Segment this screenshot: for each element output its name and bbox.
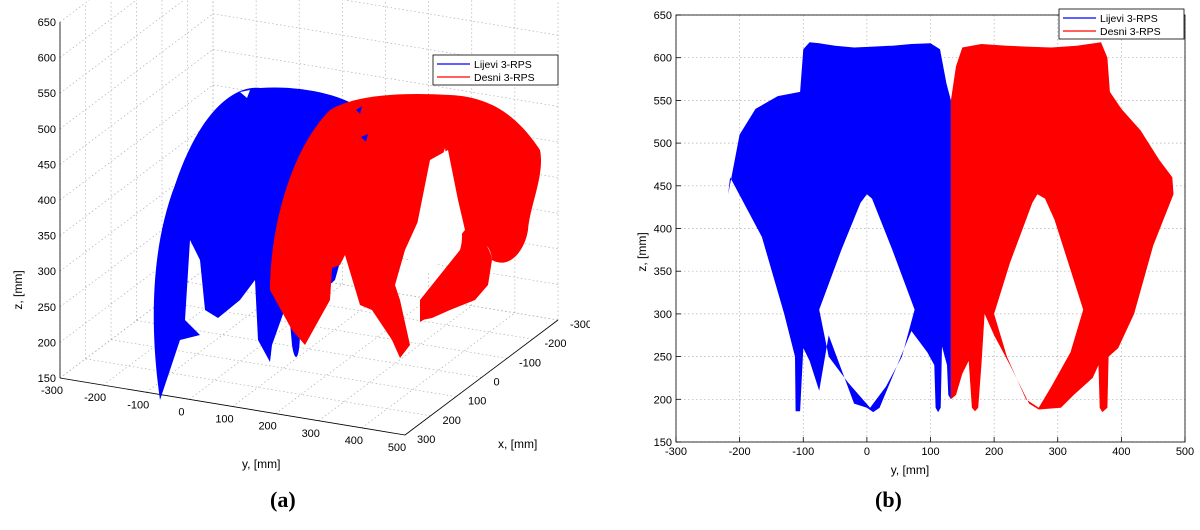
y-tick-label: 100: [215, 414, 233, 426]
grid-line-wall-z: [59, 0, 138, 58]
x-tick-label: 0: [864, 446, 870, 458]
z-tick-label: 150: [38, 373, 56, 385]
x-tick-label: -300: [665, 446, 687, 458]
z-tick-label: 300: [38, 266, 56, 278]
workspace-desni-inner-hole: [410, 150, 465, 282]
y-tick-label: -200: [84, 392, 106, 404]
grid-line-floor-y: [361, 312, 516, 429]
x-tick-label: 300: [1049, 446, 1067, 458]
x-axis-label: y, [mm]: [242, 457, 280, 471]
workspace-lijevi: [728, 42, 951, 413]
y-tick-label: 250: [654, 352, 672, 364]
workspace-desni-right-leg: [422, 225, 492, 320]
x-tick-label: 200: [443, 415, 461, 427]
y-tick-label: 500: [654, 138, 672, 150]
y-tick-label: 650: [654, 10, 672, 22]
x-tick-label: -200: [729, 446, 751, 458]
y-tick-label: 200: [654, 394, 672, 406]
x-tick-label: 100: [921, 446, 939, 458]
z-axis-label: z, [mm]: [11, 270, 25, 309]
y-tick-label: 0: [178, 406, 184, 418]
y-tick-label: 450: [654, 181, 672, 193]
y-tick-label: 300: [302, 428, 320, 440]
z-tick-label: 250: [38, 302, 56, 314]
x-tick-label: 400: [1112, 446, 1130, 458]
x-tick-label: 200: [985, 446, 1003, 458]
axes: [59, 22, 559, 436]
y-tick-label: 400: [345, 435, 363, 447]
x-tick-label: 100: [468, 396, 486, 408]
y-tick-label: 600: [654, 53, 672, 65]
x-tick-label: -100: [519, 357, 541, 369]
y-tick-label: 350: [654, 266, 672, 278]
y-axis-label: x, [mm]: [498, 437, 537, 451]
workspace-desni: [950, 42, 1174, 413]
legend-entry-desni: Desni 3-RPS: [1100, 26, 1161, 38]
legend: Lijevi 3-RPS Desni 3-RPS: [1058, 8, 1185, 40]
workspace-shapes: [153, 87, 542, 400]
y-tick-label: 400: [654, 224, 672, 236]
blue-speck-2: [361, 134, 368, 142]
x-tick-label: 500: [1176, 446, 1194, 458]
legend-entry-desni: Desni 3-RPS: [474, 72, 535, 84]
y-tick-label: 200: [258, 421, 276, 433]
grid-line-wall-z: [342, 0, 559, 36]
z-tick-label: 500: [38, 124, 56, 136]
z-tick-label: 550: [38, 88, 56, 100]
tick-labels: -300 -200 -100 0 100 200 300 400 500 150 200 250 300…: [654, 10, 1195, 458]
z-tick-label: 650: [38, 17, 56, 29]
highlight-speck: [240, 90, 250, 98]
blue-speck: [356, 106, 362, 114]
y-axis-label: z, [mm]: [635, 232, 649, 271]
x-tick-label: 0: [494, 377, 500, 389]
workspace-desni: [270, 93, 542, 358]
axis-x: [404, 319, 559, 436]
y-tick-label: 500: [388, 442, 406, 454]
legend-entry-lijevi: Lijevi 3-RPS: [474, 59, 532, 71]
z-tick-label: 450: [38, 159, 56, 171]
chart-b-yz: -300 -200 -100 0 100 200 300 400 500 150 200 250 300…: [635, 8, 1195, 477]
legend: Lijevi 3-RPS Desni 3-RPS: [432, 54, 559, 86]
chart-a-3d: -300-200-1000100200300400500-300-200-100…: [11, 0, 590, 471]
x-axis-label: y, [mm]: [891, 463, 929, 477]
y-tick-label: -300: [41, 385, 63, 397]
y-tick-label: 150: [654, 437, 672, 449]
legend-entry-lijevi: Lijevi 3-RPS: [1100, 13, 1158, 25]
x-tick-label: -300: [570, 319, 590, 331]
y-tick-label: 300: [654, 309, 672, 321]
panel-label-b: (b): [875, 487, 902, 512]
z-tick-label: 600: [38, 53, 56, 65]
tick-labels: -300-200-1000100200300400500-300-200-100…: [38, 17, 590, 454]
x-tick-label: -200: [545, 338, 567, 350]
y-tick-label: -100: [127, 399, 149, 411]
panel-label-a: (a): [270, 487, 296, 512]
z-tick-label: 400: [38, 195, 56, 207]
axis-y: [59, 377, 406, 436]
y-tick-label: 550: [654, 95, 672, 107]
workspace-shapes: [728, 42, 1174, 413]
x-tick-label: 300: [417, 434, 435, 446]
z-tick-label: 200: [38, 337, 56, 349]
x-tick-label: -100: [792, 446, 814, 458]
z-tick-label: 350: [38, 231, 56, 243]
